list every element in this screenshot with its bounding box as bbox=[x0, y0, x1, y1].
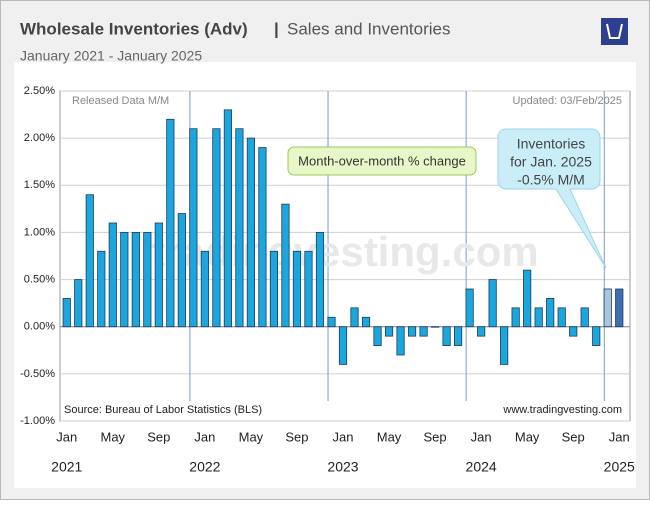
note-left: Released Data M/M bbox=[72, 95, 169, 107]
bar bbox=[131, 232, 140, 328]
year-label: 2024 bbox=[466, 459, 497, 475]
x-tick-label: May bbox=[101, 429, 126, 444]
annotation-bubble bbox=[497, 128, 607, 269]
bar bbox=[603, 288, 612, 328]
y-tick-label: 1.00% bbox=[24, 226, 55, 238]
bar bbox=[569, 326, 578, 337]
x-tick-label: Jan bbox=[609, 429, 630, 444]
bar bbox=[384, 326, 394, 337]
title-separator: | bbox=[274, 19, 279, 38]
note-right: Updated: 03/Feb/2025 bbox=[513, 95, 622, 107]
bar bbox=[580, 307, 589, 328]
bar bbox=[74, 279, 83, 328]
bar bbox=[281, 203, 290, 328]
bar bbox=[396, 326, 405, 356]
bar bbox=[212, 128, 221, 328]
bar bbox=[546, 298, 555, 328]
bar bbox=[557, 307, 566, 328]
x-tick-label: Jan bbox=[333, 429, 354, 444]
bar bbox=[477, 326, 486, 337]
title-suffix: Sales and Inventories bbox=[287, 19, 451, 38]
annotation-line: Inventories bbox=[517, 136, 585, 152]
y-tick-label: 0.00% bbox=[24, 321, 55, 333]
bar bbox=[350, 307, 359, 328]
bar bbox=[430, 326, 440, 328]
bar bbox=[419, 326, 428, 337]
year-label: 2025 bbox=[604, 459, 635, 475]
logo bbox=[601, 18, 628, 45]
bar bbox=[97, 250, 106, 328]
bar bbox=[258, 147, 267, 328]
bar bbox=[338, 326, 348, 365]
bar bbox=[361, 316, 371, 328]
bar bbox=[523, 269, 532, 328]
x-tick-label: Sep bbox=[147, 429, 170, 444]
year-label: 2021 bbox=[51, 459, 82, 475]
site: www.tradingvesting.com bbox=[502, 404, 622, 416]
bar bbox=[304, 250, 313, 328]
bar bbox=[62, 298, 71, 328]
bar bbox=[465, 288, 474, 328]
bar bbox=[454, 326, 463, 346]
x-tick-label: May bbox=[377, 429, 402, 444]
bar bbox=[166, 118, 175, 328]
x-tick-label: Sep bbox=[424, 429, 447, 444]
bar bbox=[200, 250, 209, 328]
bar bbox=[246, 137, 256, 328]
bar bbox=[292, 250, 302, 328]
y-tick-label: 1.50% bbox=[24, 179, 55, 191]
x-tick-label: May bbox=[239, 429, 264, 444]
bar bbox=[143, 232, 152, 328]
x-tick-label: Sep bbox=[562, 429, 585, 444]
bar bbox=[85, 194, 94, 328]
annotation-line: for Jan. 2025 bbox=[510, 154, 592, 170]
y-tick-label: 0.50% bbox=[24, 273, 55, 285]
x-tick-label: Jan bbox=[471, 429, 492, 444]
watermark: tradingvesting.com bbox=[151, 228, 538, 275]
bar bbox=[592, 326, 601, 346]
bar bbox=[108, 222, 117, 328]
bar bbox=[407, 326, 417, 337]
annotation-line: -0.5% M/M bbox=[517, 172, 585, 188]
bar bbox=[315, 232, 325, 328]
bar bbox=[488, 279, 497, 328]
bar bbox=[223, 109, 232, 328]
x-tick-label: Jan bbox=[194, 429, 215, 444]
bar bbox=[154, 222, 163, 328]
x-tick-label: May bbox=[515, 429, 540, 444]
bar bbox=[177, 213, 186, 328]
bar bbox=[373, 326, 382, 346]
subtitle: January 2021 - January 2025 bbox=[20, 48, 202, 64]
bar bbox=[511, 307, 520, 328]
y-tick-label: -0.50% bbox=[20, 368, 55, 380]
source: Source: Bureau of Labor Statistics (BLS) bbox=[64, 404, 262, 416]
bar bbox=[615, 288, 624, 328]
bar bbox=[500, 326, 509, 365]
y-tick-label: -1.00% bbox=[20, 415, 55, 427]
bar bbox=[120, 232, 129, 328]
y-tick-label: 2.50% bbox=[24, 85, 55, 97]
bar bbox=[189, 128, 198, 328]
x-tick-label: Jan bbox=[56, 429, 77, 444]
bar bbox=[327, 316, 336, 328]
x-tick-label: Sep bbox=[285, 429, 308, 444]
year-label: 2022 bbox=[189, 459, 220, 475]
chart-title: Wholesale Inventories (Adv) bbox=[20, 19, 248, 38]
label-box: Month-over-month % change bbox=[287, 146, 477, 176]
bar bbox=[235, 128, 244, 328]
bar bbox=[534, 307, 543, 328]
y-tick-label: 2.00% bbox=[24, 132, 55, 144]
bar bbox=[442, 326, 451, 346]
label-box-text: Month-over-month % change bbox=[298, 153, 466, 168]
bar bbox=[269, 250, 279, 328]
year-label: 2023 bbox=[327, 459, 358, 475]
